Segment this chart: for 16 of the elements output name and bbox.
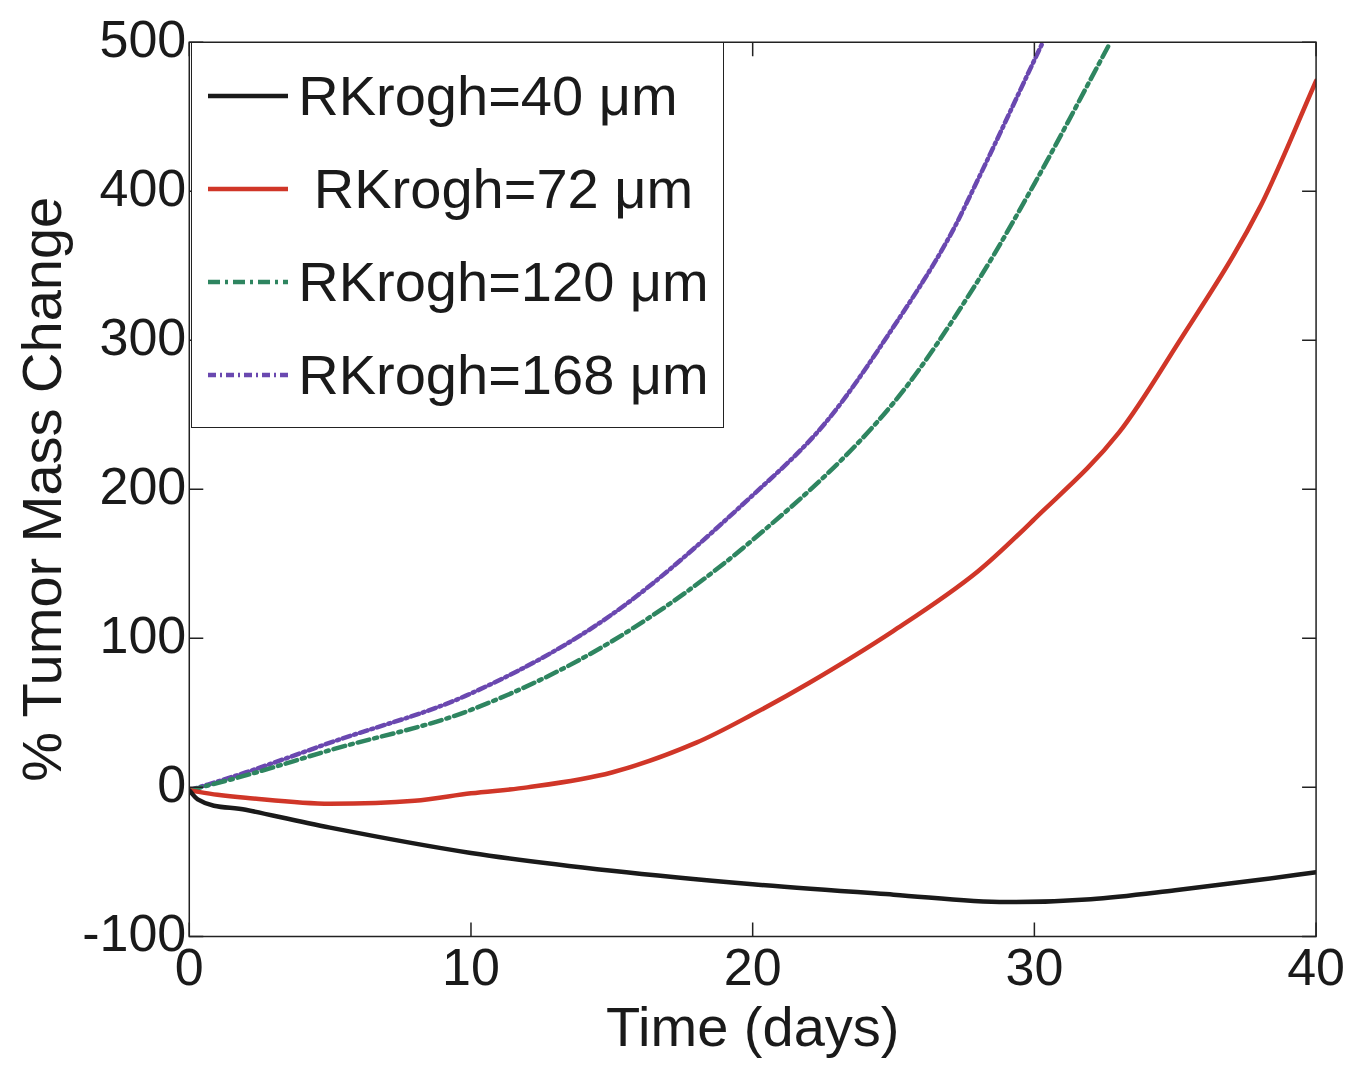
y-tick-label: 100 <box>99 605 187 664</box>
x-tick-label: 10 <box>442 937 500 996</box>
x-tick-label: 20 <box>723 937 782 996</box>
y-tick-label: 200 <box>99 456 187 515</box>
y-tick-label: 400 <box>99 158 187 217</box>
legend-label: RKrogh=120 μm <box>298 249 709 315</box>
y-tick-label: 500 <box>99 9 187 68</box>
x-tick-label: 30 <box>1005 937 1064 996</box>
legend-label: RKrogh=168 μm <box>298 342 709 408</box>
y-tick-label: 0 <box>157 754 187 813</box>
x-tick-label: 40 <box>1287 937 1345 996</box>
y-tick-label: 300 <box>99 307 187 366</box>
legend-label: RKrogh=72 μm <box>312 156 694 222</box>
x-axis-title: Time (days) <box>605 994 900 1058</box>
y-axis-title: % Tumor Mass Change <box>10 196 74 782</box>
legend-label: RKrogh=40 μm <box>298 63 678 129</box>
